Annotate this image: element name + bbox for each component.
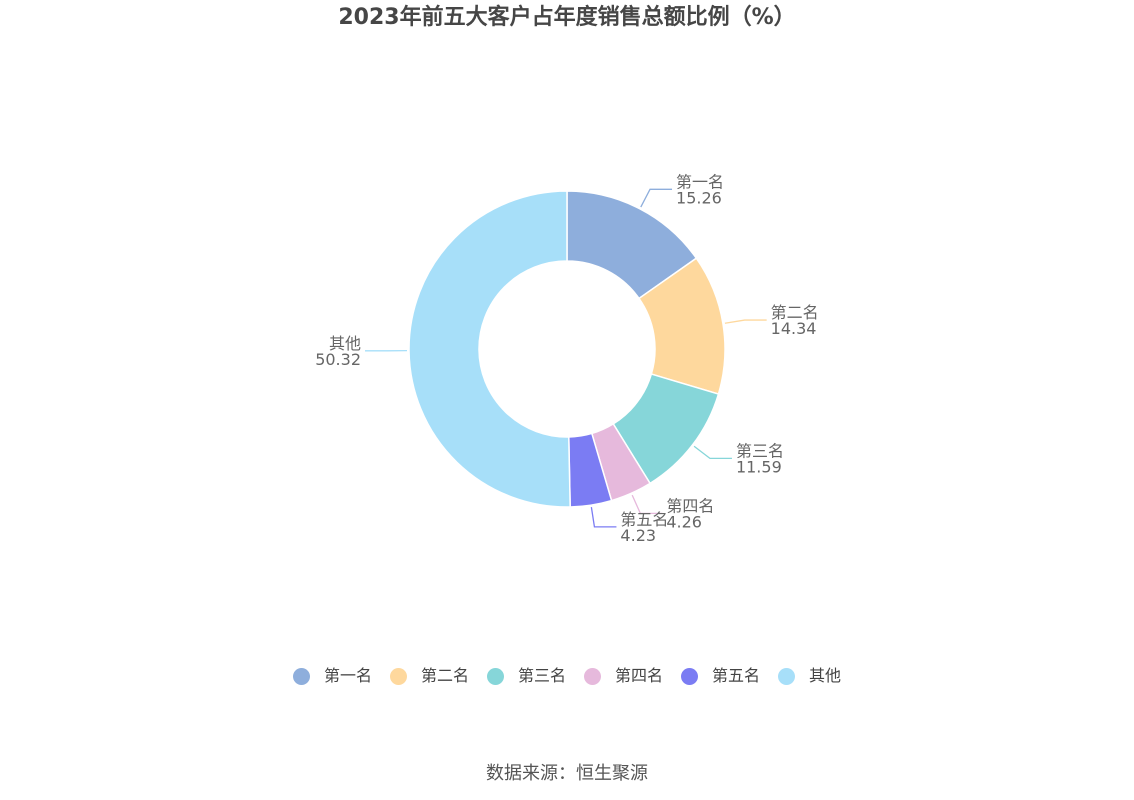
legend-label-4: 第四名: [615, 666, 664, 685]
legend-swatch-6: [778, 667, 796, 685]
legend: 第一名 第二名 第三名 第四名 第五名 其他: [0, 666, 1134, 686]
slice-label-name-2: 第二名: [771, 303, 819, 322]
legend-item-4[interactable]: 第四名: [584, 666, 663, 686]
slice-label-name-3: 第三名: [736, 441, 784, 460]
legend-label-1: 第一名: [323, 666, 372, 685]
source-note: 数据来源：恒生聚源: [486, 763, 648, 784]
legend-item-5[interactable]: 第五名: [681, 666, 760, 686]
legend-swatch-3: [486, 667, 504, 685]
slice-label-value-2: 14.34: [771, 319, 817, 338]
chart-title: 2023年前五大客户占年度销售总额比例（%）: [338, 5, 796, 30]
slice-label-value-4: 4.26: [666, 512, 702, 531]
legend-label-5: 第五名: [712, 666, 761, 685]
slice-label-name-4: 第四名: [666, 496, 714, 515]
slice-label-name-1: 第一名: [676, 172, 724, 191]
legend-swatch-1: [292, 667, 310, 685]
leader-line-3: [693, 445, 732, 460]
label-leaders-group: [365, 188, 767, 528]
slice-6[interactable]: [408, 190, 571, 508]
slice-label-value-3: 11.59: [736, 457, 782, 476]
legend-item-3[interactable]: 第三名: [486, 666, 566, 686]
leader-line-1: [640, 188, 673, 208]
legend-swatch-5: [681, 667, 699, 685]
legend-swatch-4: [584, 667, 601, 685]
legend-label-3: 第三名: [517, 666, 566, 685]
slice-label-name-5: 第五名: [620, 510, 668, 529]
slices-group: [408, 190, 726, 508]
legend-label-2: 第二名: [420, 666, 469, 685]
legend-item-2[interactable]: 第二名: [389, 666, 469, 686]
slice-label-value-1: 15.26: [676, 188, 722, 207]
legend-item-6[interactable]: 其他: [778, 666, 841, 686]
leader-line-5: [590, 507, 617, 528]
legend-label-6: 其他: [809, 666, 842, 685]
slice-label-value-5: 4.23: [620, 526, 656, 545]
legend-item-1[interactable]: 第一名: [292, 666, 372, 686]
slice-label-name-6: 其他: [329, 334, 361, 353]
leader-line-4: [631, 494, 663, 515]
legend-swatch-2: [389, 667, 407, 685]
slice-label-value-6: 50.32: [315, 350, 361, 369]
leader-line-2: [724, 319, 767, 324]
